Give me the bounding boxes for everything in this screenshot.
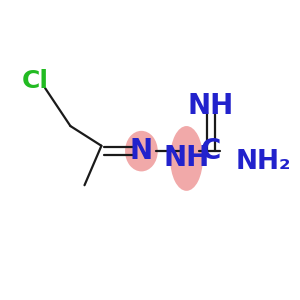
Ellipse shape bbox=[170, 126, 203, 191]
Ellipse shape bbox=[125, 131, 158, 171]
Text: C: C bbox=[201, 137, 221, 165]
Text: NH₂: NH₂ bbox=[235, 149, 291, 176]
Text: NH: NH bbox=[188, 92, 234, 120]
Text: Cl: Cl bbox=[22, 69, 49, 93]
Text: NH: NH bbox=[164, 145, 210, 172]
Text: N: N bbox=[130, 137, 153, 165]
